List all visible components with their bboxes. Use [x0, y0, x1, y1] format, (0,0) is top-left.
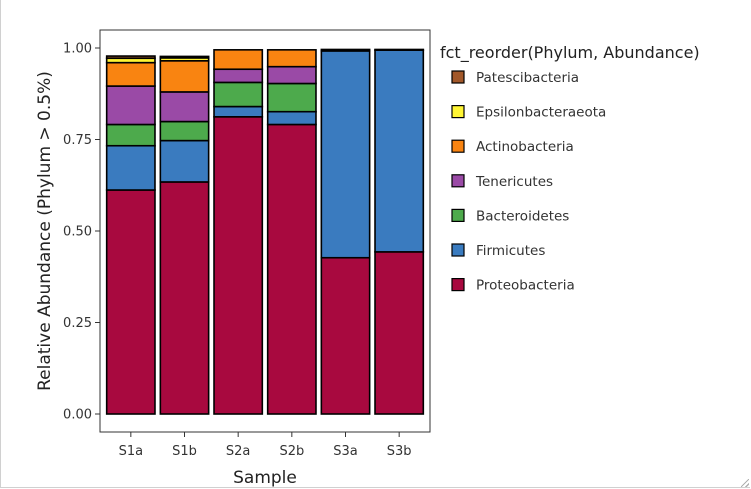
bar-s1a-bacteroidetes [105, 123, 156, 147]
bar-s1a-actinobacteria [105, 61, 156, 87]
legend-label-proteobacteria: Proteobacteria [476, 278, 575, 294]
legend-key-bacteroidetes [451, 208, 465, 222]
bar-s3a-patescibacteria [320, 48, 371, 52]
bar-s3b-patescibacteria [374, 48, 425, 51]
legend-label-tenericutes: Tenericutes [475, 174, 553, 190]
legend-label-bacteroidetes: Bacteroidetes [476, 208, 569, 224]
x-tick-label-s3b: S3b [387, 444, 412, 459]
bar-s2a-bacteroidetes [213, 81, 264, 108]
legend-label-firmicutes: Firmicutes [476, 243, 545, 259]
legend-key-actinobacteria [451, 139, 465, 153]
x-tick-label-s1b: S1b [172, 444, 197, 459]
y-tick-label: 0.75 [63, 133, 92, 148]
legend-key-epsilonbacteraeota [451, 104, 465, 119]
bar-s2a-actinobacteria [213, 49, 264, 71]
legend-key-patescibacteria [451, 70, 465, 84]
x-tick-label-s2b: S2b [279, 444, 304, 459]
bars-group [105, 48, 425, 415]
bar-s1b-bacteroidetes [159, 120, 210, 142]
bar-s2a-firmicutes [213, 105, 264, 118]
bar-s3a-firmicutes [320, 50, 371, 259]
bar-s1b-proteobacteria [159, 181, 210, 415]
legend-label-patescibacteria: Patescibacteria [476, 70, 579, 86]
x-axis-title: Sample [233, 468, 297, 488]
bar-s2b-tenericutes [266, 65, 317, 85]
x-tick-label-s1a: S1a [119, 444, 144, 459]
bar-s2a-proteobacteria [213, 116, 264, 415]
y-axis-title: Relative Abundance (Phylum > 0.5%) [35, 71, 55, 391]
bar-s2a-tenericutes [213, 68, 264, 84]
legend: fct_reorder(Phylum, Abundance) Patesciba… [440, 43, 700, 294]
bar-s1a-firmicutes [105, 144, 156, 191]
y-tick-label: 0.50 [63, 225, 92, 240]
bar-s2b-firmicutes [266, 110, 317, 126]
legend-key-tenericutes [451, 174, 465, 188]
y-tick-label: 0.25 [63, 316, 92, 331]
x-axis: S1a S1b S2a S2b S3a S3b [119, 432, 412, 459]
bar-s1b-patescibacteria [159, 55, 210, 59]
bar-s2b-bacteroidetes [266, 82, 317, 113]
bar-s1b-actinobacteria [159, 60, 210, 93]
bar-s1a-tenericutes [105, 85, 156, 126]
legend-title: fct_reorder(Phylum, Abundance) [440, 43, 700, 63]
resize-grip-icon[interactable] [741, 479, 749, 487]
x-tick-label-s3a: S3a [333, 444, 358, 459]
y-axis: 0.00 0.25 0.50 0.75 1.00 [63, 42, 100, 423]
legend-label-epsilonbacteraeota: Epsilonbacteraeota [476, 105, 606, 121]
y-tick-label: 1.00 [63, 42, 92, 57]
bar-s2b-proteobacteria [266, 123, 317, 415]
bar-s1a-proteobacteria [105, 189, 156, 415]
legend-label-actinobacteria: Actinobacteria [476, 139, 574, 155]
y-tick-label: 0.00 [63, 408, 92, 423]
x-tick-label-s2a: S2a [226, 444, 251, 459]
bar-s3a-proteobacteria [320, 256, 371, 415]
bar-s1a-patescibacteria [105, 55, 156, 60]
bar-s1b-tenericutes [159, 91, 210, 123]
legend-key-firmicutes [451, 243, 465, 257]
bar-s3b-firmicutes [374, 49, 425, 253]
bar-s2b-actinobacteria [266, 49, 317, 68]
legend-key-proteobacteria [451, 278, 465, 292]
bar-s3b-proteobacteria [374, 251, 425, 415]
bar-s1b-firmicutes [159, 139, 210, 183]
